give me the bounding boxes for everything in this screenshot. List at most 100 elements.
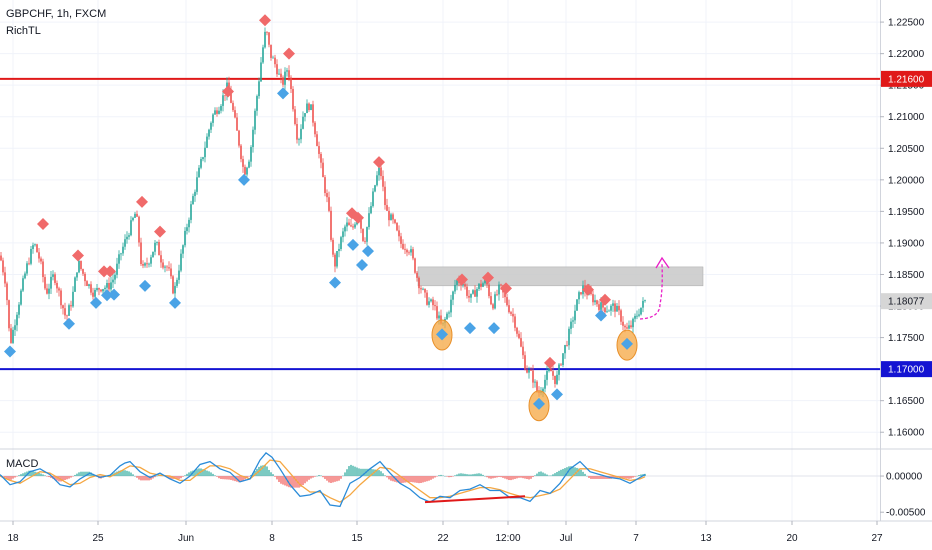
candle-body — [514, 316, 516, 328]
candle — [626, 322, 628, 330]
candle — [468, 289, 470, 303]
macd-histogram-bar — [340, 476, 342, 479]
candle-body — [468, 295, 470, 298]
candle-body — [124, 239, 126, 247]
candle — [248, 159, 250, 169]
candle-body — [42, 261, 44, 278]
macd-histogram-bar — [442, 475, 444, 477]
trough-marker — [238, 173, 250, 186]
macd-histogram-bar — [522, 476, 524, 479]
candle — [286, 67, 288, 77]
candle — [352, 223, 354, 230]
macd-histogram-bar — [478, 473, 480, 477]
candle — [446, 311, 448, 321]
candle — [346, 217, 348, 232]
candle — [524, 351, 526, 371]
candle — [24, 271, 26, 280]
candle — [104, 285, 106, 293]
macd-histogram-bar — [306, 476, 308, 482]
macd-histogram-bar — [240, 476, 242, 482]
candle-body — [312, 104, 314, 123]
macd-histogram-bar — [84, 471, 86, 477]
candle — [142, 260, 144, 269]
macd-histogram-bar — [436, 476, 438, 477]
candle — [140, 237, 142, 266]
candle — [528, 366, 530, 379]
macd-histogram-bar — [312, 476, 314, 478]
macd-histogram-bar — [310, 476, 312, 479]
candle — [116, 257, 118, 279]
candle — [574, 304, 576, 325]
macd-histogram-bar — [374, 469, 376, 477]
swing-markers — [4, 14, 633, 410]
candle-body — [524, 355, 526, 370]
candle-body — [574, 310, 576, 321]
candle-body — [360, 219, 362, 229]
candle — [634, 313, 636, 323]
macd-histogram-bar — [248, 476, 250, 477]
candle — [118, 250, 120, 269]
candle-body — [616, 305, 618, 312]
candle-body — [604, 307, 606, 312]
macd-histogram-bar — [626, 476, 628, 479]
candle-body — [522, 346, 524, 356]
macd-histogram-bar — [596, 476, 598, 479]
candle-body — [52, 274, 54, 277]
candle-body — [34, 244, 36, 246]
candle-body — [336, 251, 338, 267]
candle-body — [410, 249, 412, 253]
candle — [126, 231, 128, 244]
peak-marker — [582, 283, 594, 296]
peak-marker — [259, 14, 271, 27]
time-tick-label: 27 — [871, 533, 883, 544]
candle-body — [202, 157, 204, 160]
macd-histogram-bar — [150, 476, 152, 480]
macd-histogram-bar — [128, 471, 130, 477]
candle-body — [288, 70, 290, 78]
candle-body — [440, 315, 442, 324]
candle-body — [324, 177, 326, 194]
peak-marker — [283, 47, 295, 60]
trough-marker — [488, 322, 500, 335]
candle-body — [270, 44, 272, 58]
candle — [98, 287, 100, 296]
candle — [632, 317, 634, 334]
candle — [478, 283, 480, 291]
resistance-price-label-bg — [881, 70, 932, 87]
candle — [268, 31, 270, 48]
candle — [422, 287, 424, 291]
candle-body — [62, 305, 64, 309]
macd-histogram-bar — [216, 476, 218, 477]
macd-histogram-bar — [308, 476, 310, 480]
macd-histogram-bar — [176, 476, 178, 479]
candle-body — [416, 272, 418, 278]
price-tick-label: 1.19500 — [888, 207, 925, 218]
macd-histogram-bar — [602, 476, 604, 479]
projection-arrowhead — [655, 256, 670, 269]
macd-histogram-bar — [586, 475, 588, 477]
macd-histogram-bar — [232, 476, 234, 481]
macd-histogram-bar — [198, 468, 200, 477]
candle-body — [122, 246, 124, 254]
candle-body — [446, 313, 448, 320]
macd-histogram-bar — [224, 476, 226, 480]
candle — [44, 274, 46, 291]
macd-histogram-bar — [180, 476, 182, 479]
candle-body — [112, 279, 114, 283]
candle-body — [64, 308, 66, 316]
macd-histogram-bar — [268, 469, 270, 477]
candle-body — [120, 253, 122, 255]
candle-body — [36, 244, 38, 253]
candle — [82, 268, 84, 277]
candle-body — [542, 388, 544, 392]
candle-body — [76, 272, 78, 278]
candle-body — [580, 292, 582, 295]
candle-body — [316, 134, 318, 147]
macd-histogram-bar — [438, 475, 440, 477]
macd-histogram-bar — [486, 476, 488, 478]
candle — [136, 210, 138, 217]
candle — [282, 75, 284, 88]
time-tick-label: 7 — [633, 533, 639, 544]
candle-body — [86, 281, 88, 287]
